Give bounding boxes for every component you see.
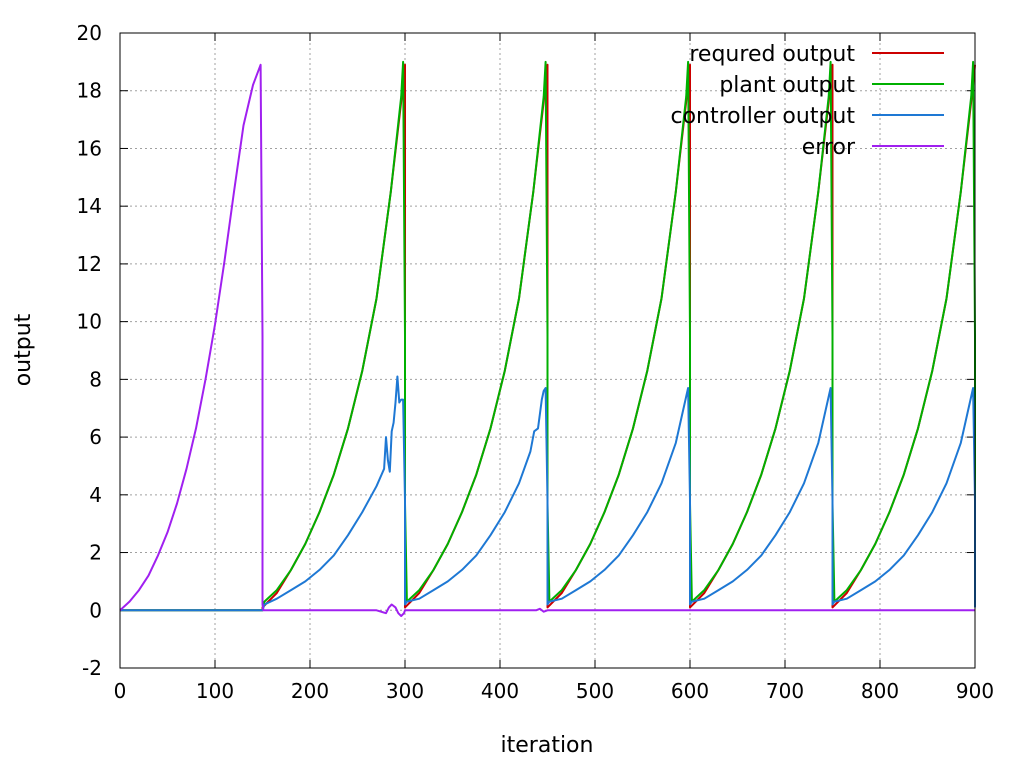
y-tick-label: 2 [89,541,102,565]
legend: requred output plant output controller out… [670,42,944,160]
legend-entry-error: error [802,135,944,160]
y-axis-label: output [11,313,36,386]
y-tick-label: 12 [77,252,102,276]
y-tick-label: 4 [89,483,102,507]
y-tick-label: 10 [77,310,102,334]
x-tick-label: 100 [196,679,234,703]
legend-entry-requred-output: requred output [689,42,944,67]
y-tick-label: 8 [89,367,102,391]
series-line-plant-output [120,60,976,612]
x-tick-label: 200 [291,679,329,703]
legend-label: error [802,135,856,160]
y-tick-label: 6 [89,425,102,449]
plot-frame [119,32,976,669]
x-tick-labels: 0 100 200 300 400 500 600 700 800 900 [114,679,994,703]
x-tick-label: 500 [576,679,614,703]
y-tick-label: 16 [77,136,102,160]
x-tick-label: 0 [114,679,127,703]
x-tick-label: 900 [956,679,994,703]
x-tick-label: 400 [481,679,519,703]
legend-label: controller output [670,104,855,129]
x-tick-label: 600 [671,679,709,703]
y-tick-label: 14 [77,194,102,218]
series-line-error [119,63,975,617]
series-layer [119,60,976,617]
legend-label: plant output [719,73,855,98]
x-tick-label: 300 [386,679,424,703]
x-axis-label: iteration [501,733,594,758]
y-tick-label: 20 [77,21,102,45]
legend-entry-plant-output: plant output [719,73,944,98]
y-tick-labels: -2 0 2 4 6 8 10 12 14 16 18 20 [77,21,102,680]
x-tick-label: 800 [861,679,899,703]
series-line-controller-output [120,375,976,612]
y-tick-label: 0 [89,598,102,622]
legend-label: requred output [689,42,855,67]
legend-entry-controller-output: controller output [670,104,944,129]
y-tick-label: -2 [82,656,102,680]
y-tick-label: 18 [77,79,102,103]
x-tick-label: 700 [766,679,804,703]
